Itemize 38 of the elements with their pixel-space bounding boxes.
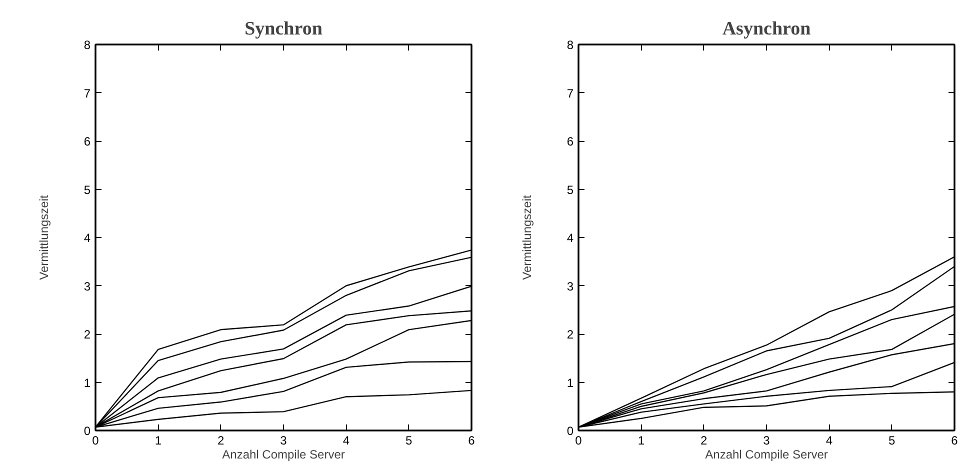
y-tick-label: 6 — [84, 134, 91, 148]
y-tick-label: 7 — [84, 86, 91, 100]
y-tick-label: 3 — [566, 279, 574, 294]
x-tick-label: 2 — [217, 434, 224, 448]
x-tick-label: 3 — [280, 434, 288, 448]
y-axis-title: Vermittlungszeit — [36, 194, 51, 280]
chart-title: Synchron — [244, 18, 323, 40]
x-tick-label: 5 — [888, 434, 896, 448]
y-tick-label: 0 — [84, 424, 91, 438]
x-tick-label: 0 — [575, 434, 582, 448]
y-tick-label: 2 — [84, 328, 91, 342]
y-tick-label: 2 — [566, 328, 574, 342]
y-tick-label: 1 — [566, 376, 574, 390]
chart-title: Asynchron — [722, 18, 812, 40]
x-axis-title: Anzahl Compile Server — [222, 448, 345, 462]
x-tick-label: 1 — [638, 434, 645, 448]
x-axis-title: Anzahl Compile Server — [705, 448, 828, 462]
x-tick-label: 5 — [405, 434, 412, 448]
y-axis-title: Vermittlungszeit — [520, 194, 534, 280]
y-tick-label: 6 — [566, 134, 574, 148]
y-tick-label: 7 — [566, 86, 574, 100]
y-tick-label: 8 — [84, 38, 91, 52]
y-tick-label: 0 — [566, 424, 574, 438]
y-tick-label: 3 — [84, 279, 91, 294]
y-tick-label: 4 — [566, 231, 574, 245]
x-tick-label: 4 — [826, 434, 833, 448]
y-tick-label: 1 — [84, 376, 91, 390]
x-tick-label: 0 — [92, 434, 100, 448]
x-tick-label: 4 — [342, 434, 350, 448]
x-tick-label: 1 — [154, 434, 162, 448]
y-tick-label: 5 — [566, 182, 574, 197]
x-tick-label: 6 — [468, 434, 476, 448]
y-tick-label: 8 — [566, 38, 574, 52]
x-tick-label: 3 — [763, 434, 770, 448]
x-tick-label: 2 — [700, 434, 708, 448]
y-tick-label: 5 — [84, 182, 91, 197]
x-tick-label: 6 — [951, 434, 958, 448]
y-tick-label: 4 — [84, 231, 91, 245]
